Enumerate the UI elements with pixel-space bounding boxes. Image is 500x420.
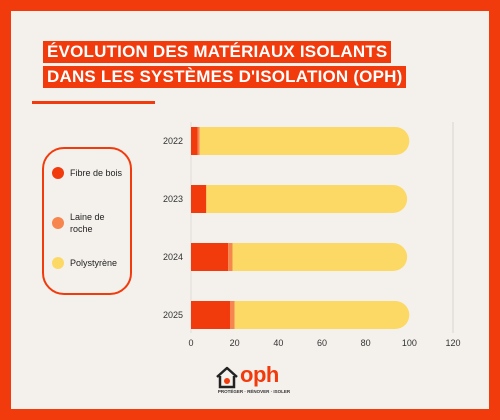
x-tick-label: 100 — [402, 338, 417, 348]
x-tick-label: 60 — [317, 338, 327, 348]
bar-2022-polystyr-ne — [199, 127, 410, 155]
x-tick-label: 0 — [188, 338, 193, 348]
y-tick-label: 2022 — [163, 136, 183, 146]
title-line-1: ÉVOLUTION DES MATÉRIAUX ISOLANTS — [43, 41, 392, 63]
bar-2023-polystyr-ne — [206, 185, 408, 213]
legend-dot-polystyrene — [52, 257, 64, 269]
oph-logo: oph PROTÉGER · RÉNOVER · ISOLER — [214, 362, 304, 402]
logo-wordmark: oph — [240, 362, 279, 387]
x-tick-label: 20 — [230, 338, 240, 348]
bar-2024-laine-de-roche — [228, 243, 233, 271]
bar-2023-fibre-de-bois — [191, 185, 207, 213]
bar-2025-polystyr-ne — [234, 301, 410, 329]
legend-dot-laine — [52, 217, 64, 229]
y-tick-label: 2024 — [163, 252, 183, 262]
title-block: ÉVOLUTION DES MATÉRIAUX ISOLANTS DANS LE… — [43, 41, 483, 91]
house-icon — [216, 366, 238, 389]
logo-tagline: PROTÉGER · RÉNOVER · ISOLER — [217, 389, 291, 394]
title-line-2: DANS LES SYSTÈMES D'ISOLATION (OPH) — [43, 66, 407, 88]
bar-2022-laine-de-roche — [197, 127, 200, 155]
legend-label-laine: Laine de roche — [70, 212, 105, 234]
legend-item-fibre: Fibre de bois — [52, 167, 125, 179]
x-tick-label: 80 — [361, 338, 371, 348]
x-tick-label: 120 — [445, 338, 460, 348]
legend-box: Fibre de bois Laine de roche Polystyrène — [42, 147, 132, 295]
bar-2024-fibre-de-bois — [191, 243, 229, 271]
legend-item-polystyrene: Polystyrène — [52, 257, 125, 269]
y-tick-label: 2025 — [163, 310, 183, 320]
title-underline — [32, 101, 155, 104]
legend-label-fibre: Fibre de bois — [70, 168, 123, 178]
legend-dot-fibre — [52, 167, 64, 179]
bar-2025-fibre-de-bois — [191, 301, 231, 329]
y-tick-label: 2023 — [163, 194, 183, 204]
legend-label-polystyrene: Polystyrène — [70, 258, 118, 268]
bar-2022-fibre-de-bois — [191, 127, 198, 155]
bar-2025-laine-de-roche — [230, 301, 235, 329]
bar-2024-polystyr-ne — [232, 243, 408, 271]
legend-item-laine: Laine de roche — [52, 211, 125, 235]
x-tick-label: 40 — [273, 338, 283, 348]
